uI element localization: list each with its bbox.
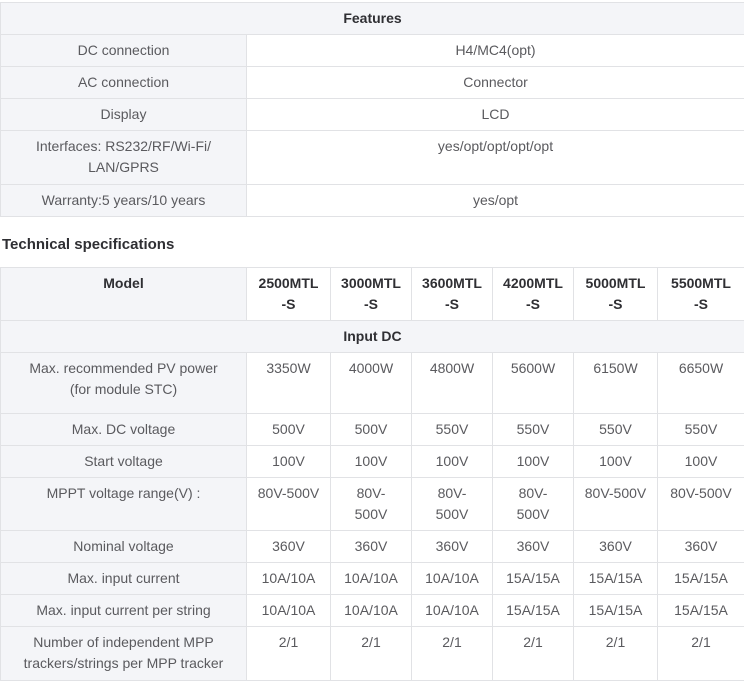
spec-value: 550V [412,414,493,446]
tech-specs-heading: Technical specifications [2,234,744,255]
feature-row: Warranty:5 years/10 years yes/opt [1,185,744,217]
spec-value: 10A/10A [412,595,493,627]
model-name-cell-3600mtl-s: 3600MTL -S [412,268,493,321]
spec-value: 15A/15A [658,595,744,627]
input-dc-section-header: Input DC [1,321,744,353]
model-name-cell-5000mtl-s: 5000MTL -S [574,268,658,321]
feature-row: DC connection H4/MC4(opt) [1,35,744,67]
spec-value: 15A/15A [493,595,574,627]
spec-value: 100V [658,446,744,478]
model-name-cell-5500mtl-s: 5500MTL -S [658,268,744,321]
spec-value: 5600W [493,353,574,414]
spec-value: 80V- 500V [331,478,412,531]
spec-value: 100V [493,446,574,478]
feature-label-ac-connection: AC connection [1,67,247,99]
spec-value: 360V [493,531,574,563]
spec-value: 100V [574,446,658,478]
spec-row-max-input-current: Max. input current 10A/10A 10A/10A 10A/1… [1,563,744,595]
spec-value: 2/1 [658,627,744,681]
spec-value: 550V [574,414,658,446]
feature-label-warranty: Warranty:5 years/10 years [1,185,247,217]
feature-label-dc-connection: DC connection [1,35,247,67]
spec-value: 4000W [331,353,412,414]
model-name-cell-3000mtl-s: 3000MTL -S [331,268,412,321]
feature-value-interfaces: yes/opt/opt/opt/opt [247,131,744,185]
spec-value: 2/1 [574,627,658,681]
spec-value: 15A/15A [574,595,658,627]
feature-value-dc-connection: H4/MC4(opt) [247,35,744,67]
spec-value: 80V-500V [658,478,744,531]
spec-value: 10A/10A [331,563,412,595]
spec-value: 10A/10A [247,563,331,595]
spec-value: 80V- 500V [412,478,493,531]
spec-row-start-voltage: Start voltage 100V 100V 100V 100V 100V 1… [1,446,744,478]
feature-row: AC connection Connector [1,67,744,99]
spec-label: Nominal voltage [1,531,247,563]
spec-value: 80V-500V [247,478,331,531]
feature-label-interfaces: Interfaces: RS232/RF/Wi-Fi/ LAN/GPRS [1,131,247,185]
feature-label-display: Display [1,99,247,131]
spec-value: 6150W [574,353,658,414]
spec-label: Max. DC voltage [1,414,247,446]
spec-value: 2/1 [331,627,412,681]
model-name-cell-4200mtl-s: 4200MTL -S [493,268,574,321]
features-section-header: Features [1,3,744,35]
spec-row-mpp-trackers: Number of independent MPP trackers/strin… [1,627,744,681]
spec-row-mppt-voltage-range: MPPT voltage range(V) : 80V-500V 80V- 50… [1,478,744,531]
spec-value: 10A/10A [247,595,331,627]
features-table: Features DC connection H4/MC4(opt) AC co… [0,2,744,217]
spec-value: 100V [412,446,493,478]
input-dc-header-row: Input DC [1,321,744,353]
spec-value: 550V [493,414,574,446]
spec-row-pv-power: Max. recommended PV power (for module ST… [1,353,744,414]
spec-label: Max. input current per string [1,595,247,627]
spec-value: 3350W [247,353,331,414]
model-name-cell-2500mtl-s: 2500MTL -S [247,268,331,321]
spec-value: 100V [331,446,412,478]
spec-label: Number of independent MPP trackers/strin… [1,627,247,681]
spec-label: Max. input current [1,563,247,595]
spec-value: 10A/10A [331,595,412,627]
feature-row: Display LCD [1,99,744,131]
spec-value: 80V- 500V [493,478,574,531]
spec-value: 6650W [658,353,744,414]
feature-value-ac-connection: Connector [247,67,744,99]
spec-row-max-dc-voltage: Max. DC voltage 500V 500V 550V 550V 550V… [1,414,744,446]
spec-value: 500V [247,414,331,446]
spec-label: Max. recommended PV power (for module ST… [1,353,247,414]
feature-value-display: LCD [247,99,744,131]
model-header-cell: Model [1,268,247,321]
spec-table: Model 2500MTL -S 3000MTL -S 3600MTL -S 4… [0,267,744,681]
spec-value: 100V [247,446,331,478]
spec-label: MPPT voltage range(V) : [1,478,247,531]
spec-row-max-input-current-per-string: Max. input current per string 10A/10A 10… [1,595,744,627]
spec-value: 2/1 [412,627,493,681]
spec-value: 15A/15A [574,563,658,595]
spec-value: 80V-500V [574,478,658,531]
feature-row: Interfaces: RS232/RF/Wi-Fi/ LAN/GPRS yes… [1,131,744,185]
spec-value: 360V [331,531,412,563]
spec-value: 4800W [412,353,493,414]
feature-value-warranty: yes/opt [247,185,744,217]
spec-value: 2/1 [493,627,574,681]
spec-value: 500V [331,414,412,446]
spec-value: 2/1 [247,627,331,681]
spec-value: 15A/15A [658,563,744,595]
spec-value: 360V [574,531,658,563]
model-header-row: Model 2500MTL -S 3000MTL -S 3600MTL -S 4… [1,268,744,321]
spec-value: 360V [247,531,331,563]
features-header-row: Features [1,3,744,35]
spec-value: 360V [658,531,744,563]
spec-value: 550V [658,414,744,446]
spec-row-nominal-voltage: Nominal voltage 360V 360V 360V 360V 360V… [1,531,744,563]
spec-label: Start voltage [1,446,247,478]
spec-value: 10A/10A [412,563,493,595]
spec-value: 15A/15A [493,563,574,595]
spec-value: 360V [412,531,493,563]
